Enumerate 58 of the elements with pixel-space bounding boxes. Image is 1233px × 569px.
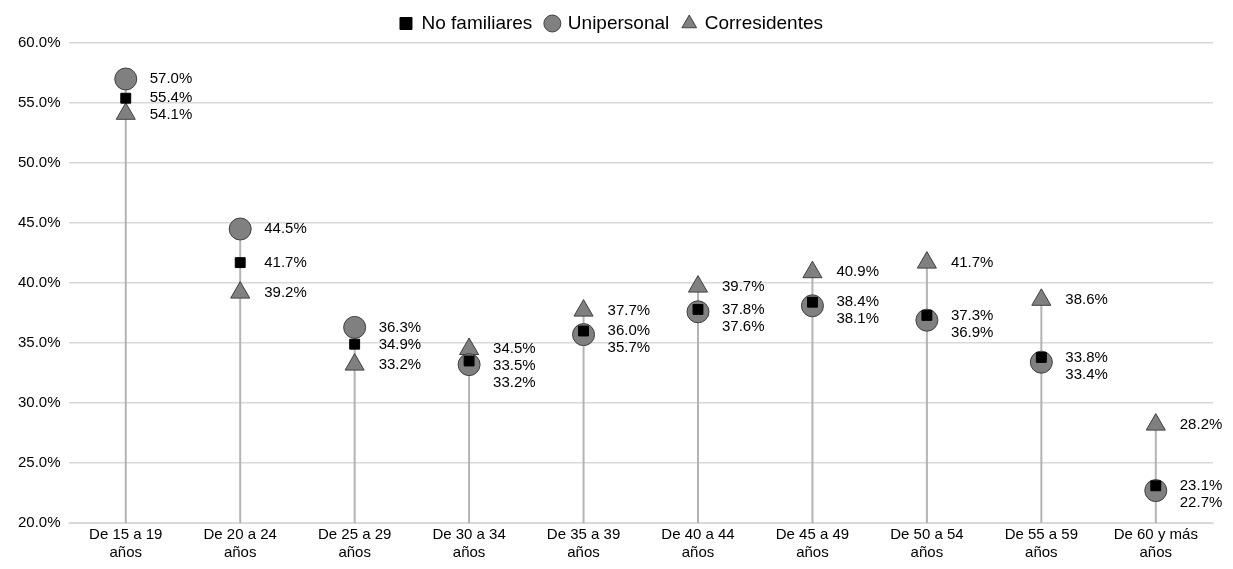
data-label: 38.6%	[1065, 289, 1108, 307]
data-label: 37.8%	[721, 299, 765, 317]
point	[349, 338, 361, 350]
data-label: 57.0%	[149, 69, 193, 87]
x-tick-label: De 55 a 59 años	[1004, 525, 1079, 561]
data-label: 39.2%	[264, 282, 307, 300]
data-label: 22.7%	[1179, 492, 1223, 510]
legend-label: No familiares	[421, 11, 533, 33]
x-tick-label: De 20 a 24 años	[203, 525, 277, 561]
data-label: 35.7%	[607, 338, 651, 356]
data-label: 33.2%	[378, 354, 422, 372]
data-label: 54.1%	[149, 105, 193, 123]
x-tick-label: De 30 a 34 años	[432, 525, 506, 561]
y-tick-label: 25.0%	[17, 453, 61, 471]
y-tick-label: 40.0%	[17, 273, 61, 291]
point	[114, 67, 138, 91]
data-label: 37.6%	[721, 316, 765, 334]
x-tick-label: De 45 a 49 años	[775, 525, 850, 561]
point	[234, 257, 246, 269]
data-label: 33.2%	[493, 373, 536, 391]
legend-label: Unipersonal	[567, 11, 670, 33]
data-label: 38.1%	[836, 309, 879, 327]
data-label: 33.4%	[1065, 364, 1108, 382]
data-label: 40.9%	[836, 262, 879, 280]
x-tick-label: De 60 y más años	[1113, 525, 1198, 561]
x-tick-label: De 25 a 29 años	[317, 525, 392, 561]
data-label: 38.4%	[836, 292, 879, 310]
point	[228, 217, 252, 241]
data-label: 36.3%	[378, 317, 422, 335]
y-tick-label: 55.0%	[17, 93, 61, 111]
x-tick-label: De 15 a 19 años	[89, 525, 163, 561]
data-label: 39.7%	[721, 276, 765, 294]
y-tick-label: 20.0%	[17, 513, 61, 531]
data-label: 36.0%	[607, 321, 651, 339]
data-label: 33.5%	[493, 356, 536, 374]
data-label: 55.4%	[149, 88, 193, 106]
data-label: 28.2%	[1179, 414, 1223, 432]
y-tick-label: 35.0%	[17, 333, 61, 351]
x-tick-label: De 35 a 39 años	[546, 525, 621, 561]
data-label: 37.3%	[950, 305, 994, 323]
x-tick-label: De 50 a 54 años	[890, 525, 964, 561]
data-label: 36.9%	[950, 322, 994, 340]
y-tick-label: 30.0%	[17, 393, 61, 411]
data-label: 23.1%	[1179, 475, 1223, 493]
y-tick-label: 45.0%	[17, 213, 61, 231]
point	[120, 92, 132, 104]
data-label: 41.7%	[264, 252, 307, 270]
data-label: 44.5%	[264, 219, 307, 237]
x-tick-label: De 40 a 44 años	[661, 525, 735, 561]
point	[343, 315, 367, 339]
data-label: 33.8%	[1065, 347, 1108, 365]
data-label: 37.7%	[607, 300, 651, 318]
data-label: 41.7%	[950, 252, 994, 270]
data-label: 34.5%	[493, 339, 536, 357]
legend-label: Corresidentes	[704, 11, 824, 33]
data-label: 34.9%	[378, 334, 422, 352]
y-tick-label: 50.0%	[17, 153, 61, 171]
y-tick-label: 60.0%	[17, 33, 61, 51]
